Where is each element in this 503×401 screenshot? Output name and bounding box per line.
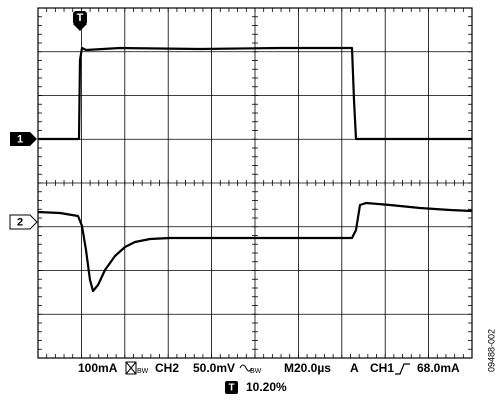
figure-id: 09488-002 xyxy=(486,329,496,372)
bw-icon-2: BW xyxy=(239,364,262,375)
bw-label: BW xyxy=(137,368,149,375)
ch1-marker: 1 xyxy=(10,132,37,146)
trigger-position-icon xyxy=(225,381,238,394)
timebase: M20.0µs xyxy=(284,361,331,375)
trigger-position-marker: T xyxy=(228,383,234,394)
rising-edge-icon xyxy=(395,363,410,375)
trigger-mode: A xyxy=(350,361,359,375)
trigger-position-value: 10.20% xyxy=(246,380,287,394)
ch2-scale: 50.0mV xyxy=(193,361,235,375)
trigger-marker: T xyxy=(73,11,87,31)
ch2-marker: 2 xyxy=(9,214,38,230)
ch2-label: CH2 xyxy=(155,361,179,375)
screen-frame xyxy=(37,7,473,359)
ch2-waveform xyxy=(37,201,473,293)
bw-label-2: BW xyxy=(250,368,262,375)
trigger-marker-label: T xyxy=(77,12,84,24)
ch1-scale: 100mA xyxy=(78,361,118,375)
ch2-marker-label: 2 xyxy=(17,216,23,228)
trigger-source: CH1 xyxy=(370,361,394,375)
bw-icon: BW xyxy=(125,361,149,375)
graticule xyxy=(37,7,473,359)
ch1-marker-label: 1 xyxy=(17,133,23,145)
trigger-level: 68.0mA xyxy=(417,361,460,375)
ch1-waveform xyxy=(38,46,472,141)
